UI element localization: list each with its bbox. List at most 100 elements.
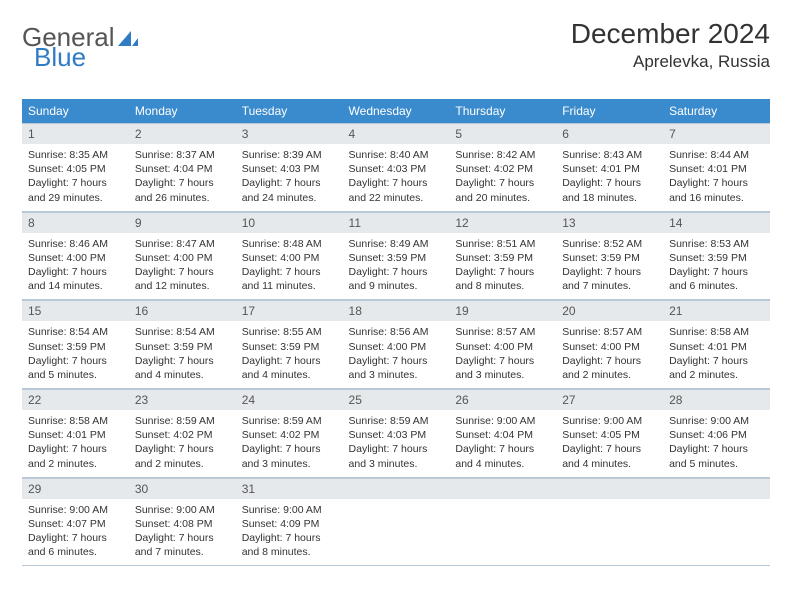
- location: Aprelevka, Russia: [571, 52, 770, 72]
- daylight-text: Daylight: 7 hours and 9 minutes.: [349, 265, 444, 293]
- sunrise-text: Sunrise: 9:00 AM: [562, 414, 657, 428]
- day-number: 26: [449, 389, 556, 410]
- day-cell: [449, 477, 556, 566]
- day-details: Sunrise: 8:57 AMSunset: 4:00 PMDaylight:…: [449, 321, 556, 388]
- day-number: 2: [129, 123, 236, 144]
- daylight-text: Daylight: 7 hours and 24 minutes.: [242, 176, 337, 204]
- sunrise-text: Sunrise: 8:43 AM: [562, 148, 657, 162]
- sunrise-text: Sunrise: 8:54 AM: [28, 325, 123, 339]
- sunset-text: Sunset: 3:59 PM: [242, 340, 337, 354]
- day-cell: 20Sunrise: 8:57 AMSunset: 4:00 PMDayligh…: [556, 300, 663, 389]
- sunset-text: Sunset: 4:01 PM: [28, 428, 123, 442]
- day-number: 10: [236, 212, 343, 233]
- daylight-text: Daylight: 7 hours and 5 minutes.: [28, 354, 123, 382]
- sunset-text: Sunset: 3:59 PM: [455, 251, 550, 265]
- daylight-text: Daylight: 7 hours and 29 minutes.: [28, 176, 123, 204]
- sunset-text: Sunset: 4:05 PM: [28, 162, 123, 176]
- daylight-text: Daylight: 7 hours and 4 minutes.: [562, 442, 657, 470]
- sunrise-text: Sunrise: 8:53 AM: [669, 237, 764, 251]
- daylight-text: Daylight: 7 hours and 2 minutes.: [562, 354, 657, 382]
- daylight-text: Daylight: 7 hours and 6 minutes.: [669, 265, 764, 293]
- day-details: Sunrise: 8:52 AMSunset: 3:59 PMDaylight:…: [556, 233, 663, 300]
- sunrise-text: Sunrise: 8:44 AM: [669, 148, 764, 162]
- sunset-text: Sunset: 4:03 PM: [349, 428, 444, 442]
- day-number: 1: [22, 123, 129, 144]
- daylight-text: Daylight: 7 hours and 20 minutes.: [455, 176, 550, 204]
- day-cell: 17Sunrise: 8:55 AMSunset: 3:59 PMDayligh…: [236, 300, 343, 389]
- sunrise-text: Sunrise: 8:59 AM: [135, 414, 230, 428]
- day-details: Sunrise: 9:00 AMSunset: 4:07 PMDaylight:…: [22, 499, 129, 566]
- daylight-text: Daylight: 7 hours and 6 minutes.: [28, 531, 123, 559]
- day-cell: 14 Sunrise: 8:53 AMSunset: 3:59 PMDayligh…: [663, 211, 770, 300]
- sunset-text: Sunset: 4:08 PM: [135, 517, 230, 531]
- day-cell: 11Sunrise: 8:49 AMSunset: 3:59 PMDayligh…: [343, 211, 450, 300]
- sunset-text: Sunset: 4:00 PM: [242, 251, 337, 265]
- day-cell: 22Sunrise: 8:58 AMSunset: 4:01 PMDayligh…: [22, 389, 129, 478]
- day-cell: 18Sunrise: 8:56 AMSunset: 4:00 PMDayligh…: [343, 300, 450, 389]
- day-cell: 1Sunrise: 8:35 AMSunset: 4:05 PMDaylight…: [22, 123, 129, 211]
- day-details: Sunrise: 9:00 AMSunset: 4:08 PMDaylight:…: [129, 499, 236, 566]
- day-number: 14: [663, 212, 770, 233]
- sunrise-text: Sunrise: 8:58 AM: [28, 414, 123, 428]
- sunset-text: Sunset: 4:02 PM: [135, 428, 230, 442]
- sunrise-text: Sunrise: 8:55 AM: [242, 325, 337, 339]
- daylight-text: Daylight: 7 hours and 8 minutes.: [455, 265, 550, 293]
- day-details: Sunrise: 8:44 AMSunset: 4:01 PMDaylight:…: [663, 144, 770, 211]
- day-number: 8: [22, 212, 129, 233]
- day-cell: 9Sunrise: 8:47 AMSunset: 4:00 PMDaylight…: [129, 211, 236, 300]
- sunset-text: Sunset: 4:00 PM: [562, 340, 657, 354]
- sunrise-text: Sunrise: 8:56 AM: [349, 325, 444, 339]
- day-number: 17: [236, 300, 343, 321]
- sunset-text: Sunset: 4:02 PM: [455, 162, 550, 176]
- day-details: Sunrise: 8:58 AMSunset: 4:01 PMDaylight:…: [663, 321, 770, 388]
- day-header: Tuesday: [236, 99, 343, 123]
- daylight-text: Daylight: 7 hours and 3 minutes.: [349, 354, 444, 382]
- day-details: Sunrise: 9:00 AMSunset: 4:09 PMDaylight:…: [236, 499, 343, 566]
- day-details: Sunrise: 9:00 AMSunset: 4:05 PMDaylight:…: [556, 410, 663, 477]
- daylight-text: Daylight: 7 hours and 2 minutes.: [135, 442, 230, 470]
- sunrise-text: Sunrise: 8:57 AM: [562, 325, 657, 339]
- sunrise-text: Sunrise: 8:39 AM: [242, 148, 337, 162]
- day-details: Sunrise: 8:54 AMSunset: 3:59 PMDaylight:…: [129, 321, 236, 388]
- daylight-text: Daylight: 7 hours and 18 minutes.: [562, 176, 657, 204]
- sunset-text: Sunset: 4:09 PM: [242, 517, 337, 531]
- day-number: 29: [22, 478, 129, 499]
- daylight-text: Daylight: 7 hours and 5 minutes.: [669, 442, 764, 470]
- daylight-text: Daylight: 7 hours and 4 minutes.: [135, 354, 230, 382]
- day-cell: 4Sunrise: 8:40 AMSunset: 4:03 PMDaylight…: [343, 123, 450, 211]
- day-header: Friday: [556, 99, 663, 123]
- sunrise-text: Sunrise: 8:57 AM: [455, 325, 550, 339]
- day-header: Thursday: [449, 99, 556, 123]
- day-details: Sunrise: 8:56 AMSunset: 4:00 PMDaylight:…: [343, 321, 450, 388]
- sunrise-text: Sunrise: 8:48 AM: [242, 237, 337, 251]
- day-details: Sunrise: 8:57 AMSunset: 4:00 PMDaylight:…: [556, 321, 663, 388]
- sunset-text: Sunset: 4:03 PM: [349, 162, 444, 176]
- sunrise-text: Sunrise: 8:49 AM: [349, 237, 444, 251]
- daylight-text: Daylight: 7 hours and 2 minutes.: [28, 442, 123, 470]
- day-cell: 2Sunrise: 8:37 AMSunset: 4:04 PMDaylight…: [129, 123, 236, 211]
- day-details: Sunrise: 9:00 AMSunset: 4:06 PMDaylight:…: [663, 410, 770, 477]
- sunset-text: Sunset: 4:00 PM: [455, 340, 550, 354]
- sunset-text: Sunset: 4:00 PM: [349, 340, 444, 354]
- day-details: Sunrise: 8:55 AMSunset: 3:59 PMDaylight:…: [236, 321, 343, 388]
- sunset-text: Sunset: 4:05 PM: [562, 428, 657, 442]
- daylight-text: Daylight: 7 hours and 16 minutes.: [669, 176, 764, 204]
- day-details: Sunrise: 8:48 AMSunset: 4:00 PMDaylight:…: [236, 233, 343, 300]
- daylight-text: Daylight: 7 hours and 3 minutes.: [455, 354, 550, 382]
- day-cell: 15Sunrise: 8:54 AMSunset: 3:59 PMDayligh…: [22, 300, 129, 389]
- sunrise-text: Sunrise: 8:58 AM: [669, 325, 764, 339]
- day-details: Sunrise: 8:58 AMSunset: 4:01 PMDaylight:…: [22, 410, 129, 477]
- day-details: Sunrise: 8:47 AMSunset: 4:00 PMDaylight:…: [129, 233, 236, 300]
- day-number: 28: [663, 389, 770, 410]
- daylight-text: Daylight: 7 hours and 4 minutes.: [455, 442, 550, 470]
- sunset-text: Sunset: 3:59 PM: [135, 340, 230, 354]
- sunrise-text: Sunrise: 9:00 AM: [28, 503, 123, 517]
- day-number: 27: [556, 389, 663, 410]
- day-details: Sunrise: 8:42 AMSunset: 4:02 PMDaylight:…: [449, 144, 556, 211]
- sunrise-text: Sunrise: 8:51 AM: [455, 237, 550, 251]
- logo-word2: Blue: [34, 42, 86, 73]
- day-details: Sunrise: 8:39 AMSunset: 4:03 PMDaylight:…: [236, 144, 343, 211]
- day-cell: 27Sunrise: 9:00 AMSunset: 4:05 PMDayligh…: [556, 389, 663, 478]
- sunset-text: Sunset: 3:59 PM: [669, 251, 764, 265]
- sunrise-text: Sunrise: 9:00 AM: [242, 503, 337, 517]
